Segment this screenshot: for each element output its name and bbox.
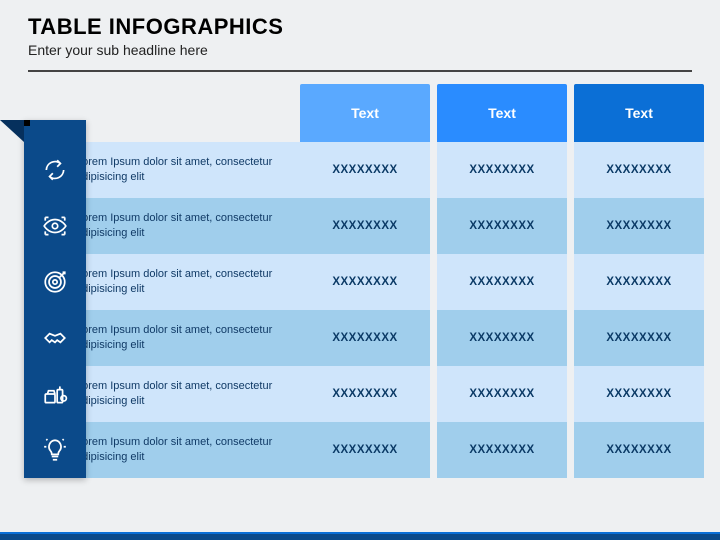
table-cell: XXXXXXXX — [300, 310, 430, 366]
column-header-2: Text — [437, 84, 567, 142]
row-description: Lorem Ipsum dolor sit amet, consectetur … — [62, 198, 300, 254]
page-subtitle: Enter your sub headline here — [28, 42, 692, 58]
eye-icon — [24, 198, 86, 254]
target-icon — [24, 254, 86, 310]
table-cell: XXXXXXXX — [300, 366, 430, 422]
table-cell: XXXXXXXX — [574, 422, 704, 478]
table-row: Lorem Ipsum dolor sit amet, consectetur … — [0, 366, 720, 422]
groceries-icon — [24, 366, 86, 422]
page-title: TABLE INFOGRAPHICS — [28, 14, 692, 40]
table-cell: XXXXXXXX — [300, 142, 430, 198]
header-divider — [28, 70, 692, 72]
row-description: Lorem Ipsum dolor sit amet, consectetur … — [62, 366, 300, 422]
row-description: Lorem Ipsum dolor sit amet, consectetur … — [62, 254, 300, 310]
table-cell: XXXXXXXX — [437, 142, 567, 198]
column-header-3: Text — [574, 84, 704, 142]
row-description: Lorem Ipsum dolor sit amet, consectetur … — [62, 310, 300, 366]
table-cell: XXXXXXXX — [437, 310, 567, 366]
icon-band — [24, 120, 86, 478]
table-row: Lorem Ipsum dolor sit amet, consectetur … — [0, 254, 720, 310]
table-row: Lorem Ipsum dolor sit amet, consectetur … — [0, 142, 720, 198]
table-row: Lorem Ipsum dolor sit amet, consectetur … — [0, 198, 720, 254]
table-cell: XXXXXXXX — [574, 310, 704, 366]
column-header-3-label: Text — [625, 105, 653, 121]
table-cell: XXXXXXXX — [574, 198, 704, 254]
table-cell: XXXXXXXX — [574, 366, 704, 422]
table-row: Lorem Ipsum dolor sit amet, consectetur … — [0, 310, 720, 366]
table-cell: XXXXXXXX — [574, 254, 704, 310]
bulb-icon — [24, 422, 86, 478]
table-cell: XXXXXXXX — [437, 366, 567, 422]
footer-bar — [0, 534, 720, 540]
table-cell: XXXXXXXX — [437, 422, 567, 478]
column-header-1-label: Text — [351, 105, 379, 121]
column-header-2-label: Text — [488, 105, 516, 121]
table-cell: XXXXXXXX — [437, 198, 567, 254]
table-cell: XXXXXXXX — [300, 198, 430, 254]
table-cell: XXXXXXXX — [437, 254, 567, 310]
handshake-icon — [24, 310, 86, 366]
table-body: Lorem Ipsum dolor sit amet, consectetur … — [0, 142, 720, 478]
cycle-icon — [24, 142, 86, 198]
row-description: Lorem Ipsum dolor sit amet, consectetur … — [62, 422, 300, 478]
row-description: Lorem Ipsum dolor sit amet, consectetur … — [62, 142, 300, 198]
column-header-1: Text — [300, 84, 430, 142]
column-headers: Text Text Text — [0, 84, 720, 142]
table-cell: XXXXXXXX — [574, 142, 704, 198]
table-row: Lorem Ipsum dolor sit amet, consectetur … — [0, 422, 720, 478]
table-cell: XXXXXXXX — [300, 254, 430, 310]
table-cell: XXXXXXXX — [300, 422, 430, 478]
